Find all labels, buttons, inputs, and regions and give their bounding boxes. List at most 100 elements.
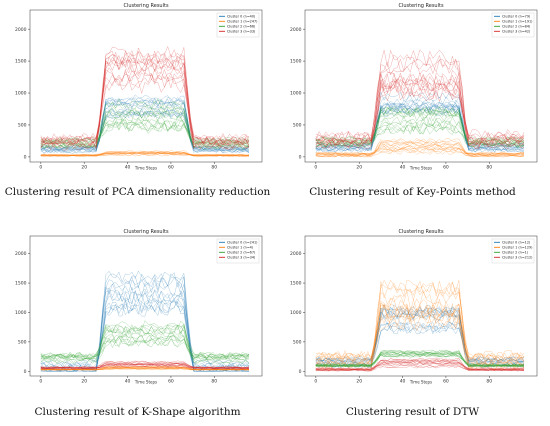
chart-title: Clustering Results bbox=[123, 3, 169, 9]
legend-label: Cluster 2 (n=67) bbox=[227, 251, 256, 255]
series-line bbox=[315, 362, 524, 371]
caption-dtw: Clustering result of DTW bbox=[345, 406, 480, 418]
chart-title: Clustering Results bbox=[398, 229, 444, 235]
series-line bbox=[315, 298, 525, 367]
chart-title: Clustering Results bbox=[398, 3, 444, 9]
legend-label: Cluster 0 (n=12) bbox=[502, 241, 531, 245]
legend-label: Cluster 3 (n=33) bbox=[227, 30, 256, 34]
series-line bbox=[315, 290, 525, 362]
y-tick-label: 2000 bbox=[290, 27, 302, 33]
series-line bbox=[315, 313, 525, 362]
series-line bbox=[40, 119, 250, 148]
series-line bbox=[315, 124, 525, 143]
series-line bbox=[40, 336, 250, 364]
x-tick-label: 20 bbox=[356, 379, 362, 385]
series-line bbox=[315, 116, 525, 144]
series-line bbox=[315, 350, 524, 367]
y-tick-label: 500 bbox=[293, 339, 302, 345]
series-line bbox=[315, 351, 525, 368]
series-line bbox=[40, 333, 250, 364]
series-line bbox=[40, 56, 250, 150]
x-tick-label: 40 bbox=[125, 379, 131, 385]
x-axis-label: Time Steps bbox=[134, 380, 157, 385]
y-tick-label: 0 bbox=[24, 154, 27, 160]
series-line bbox=[315, 303, 525, 364]
series-line bbox=[40, 72, 250, 146]
panel-key-points: Clustering Results 0 500 1000 1500 2000 0 20 40 6… bbox=[275, 0, 550, 170]
series-line bbox=[315, 79, 525, 146]
y-tick-label: 1000 bbox=[15, 91, 27, 97]
series-line bbox=[315, 59, 525, 146]
plot-frame bbox=[29, 9, 263, 163]
y-tick-label: 1500 bbox=[15, 59, 27, 65]
series-line bbox=[315, 302, 525, 360]
x-tick-label: 80 bbox=[486, 165, 492, 171]
series-line bbox=[315, 363, 525, 371]
series-line bbox=[315, 303, 525, 361]
series-line bbox=[315, 361, 525, 370]
plot-frame bbox=[304, 235, 538, 377]
x-axis-label: Time Steps bbox=[409, 166, 432, 171]
y-tick-label: 0 bbox=[299, 154, 302, 160]
y-tick-label: 500 bbox=[18, 339, 27, 345]
x-tick-label: 40 bbox=[125, 165, 131, 171]
legend-box bbox=[491, 238, 535, 264]
y-tick-label: 2000 bbox=[15, 251, 27, 257]
series-group bbox=[315, 279, 525, 372]
caption-key-points: Clustering result of Key-Points method bbox=[309, 186, 516, 198]
x-tick-label: 20 bbox=[81, 165, 87, 171]
series-line bbox=[315, 99, 524, 153]
x-tick-label: 40 bbox=[400, 379, 406, 385]
legend-box bbox=[216, 12, 260, 38]
series-line bbox=[315, 100, 525, 153]
series-line bbox=[315, 72, 525, 149]
x-axis-label: Time Steps bbox=[409, 380, 432, 385]
x-tick-label: 20 bbox=[356, 165, 362, 171]
series-line bbox=[315, 77, 525, 150]
legend-label: Cluster 1 (n=4) bbox=[227, 246, 254, 250]
y-tick-label: 1000 bbox=[15, 310, 27, 316]
panel-dtw: Clustering Results 0 500 1000 1500 2000 0 20 40 6… bbox=[275, 214, 550, 394]
series-line bbox=[315, 69, 525, 150]
panel-k-shape: Clustering Results 0 500 1000 1500 2000 0 20 40 6… bbox=[0, 214, 275, 394]
chart-title: Clustering Results bbox=[123, 229, 169, 235]
series-line bbox=[40, 72, 250, 143]
plot-frame bbox=[304, 9, 538, 163]
x-tick-label: 40 bbox=[400, 165, 406, 171]
y-tick-label: 1000 bbox=[290, 310, 302, 316]
series-line bbox=[40, 94, 250, 151]
series-line bbox=[315, 107, 525, 150]
series-line bbox=[315, 49, 525, 149]
chart-dtw: Clustering Results 0 500 1000 1500 2000 0 20 40 6… bbox=[290, 229, 538, 385]
chart-pca: Clustering Results 0 500 1000 1500 2000 0 20 40 6… bbox=[15, 3, 263, 171]
series-line bbox=[40, 109, 250, 149]
legend-label: Cluster 2 (n=1) bbox=[502, 251, 529, 255]
series-line bbox=[315, 310, 525, 363]
x-tick-label: 0 bbox=[314, 379, 317, 385]
series-line bbox=[40, 323, 250, 360]
x-tick-label: 0 bbox=[39, 165, 42, 171]
y-tick-label: 2000 bbox=[290, 251, 302, 257]
series-line bbox=[40, 102, 250, 154]
legend-label: Cluster 3 (n=34) bbox=[227, 256, 256, 260]
series-line bbox=[315, 107, 525, 146]
series-line bbox=[40, 152, 250, 156]
x-tick-label: 80 bbox=[211, 379, 217, 385]
x-tick-label: 0 bbox=[314, 165, 317, 171]
y-tick-label: 1000 bbox=[290, 91, 302, 97]
x-tick-label: 0 bbox=[39, 379, 42, 385]
series-line bbox=[40, 325, 250, 359]
legend-label: Cluster 3 (n=212) bbox=[502, 256, 533, 260]
series-line bbox=[315, 94, 525, 153]
series-line bbox=[40, 54, 250, 146]
series-line bbox=[315, 354, 525, 366]
y-tick-label: 0 bbox=[299, 369, 302, 375]
plot-frame bbox=[29, 235, 263, 377]
legend-box bbox=[491, 12, 535, 38]
series-line bbox=[40, 299, 250, 370]
series-line bbox=[40, 368, 250, 371]
series-line bbox=[40, 301, 250, 372]
series-line bbox=[40, 115, 250, 145]
legend-label: Cluster 2 (n=84) bbox=[502, 25, 531, 29]
y-tick-label: 500 bbox=[18, 123, 27, 129]
